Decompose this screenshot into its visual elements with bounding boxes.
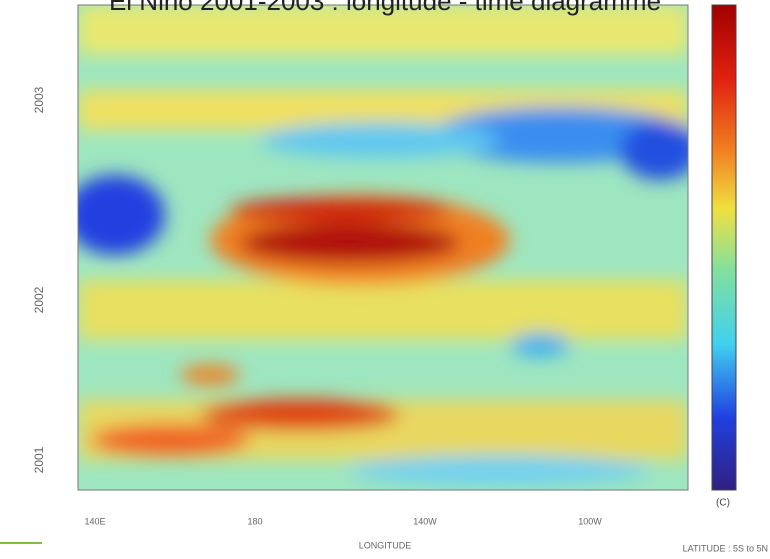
y-label: 2002 [32,286,46,313]
latitude-note: LATITUDE : 5S to 5N [683,543,768,553]
x-label: 140E [84,516,105,526]
x-axis-title: LONGITUDE [359,540,412,550]
colorbar [711,4,737,491]
heatmap [78,5,688,490]
y-label: 2003 [32,86,46,113]
slide-title: El Nino 2001-2003 : longitude - time dia… [109,0,661,16]
x-label: 140W [413,516,437,526]
x-label: 180 [247,516,262,526]
x-label: 100W [578,516,602,526]
plot-frame [77,4,689,491]
colorbar-unit: (C) [716,498,730,509]
y-label: 2001 [32,446,46,473]
